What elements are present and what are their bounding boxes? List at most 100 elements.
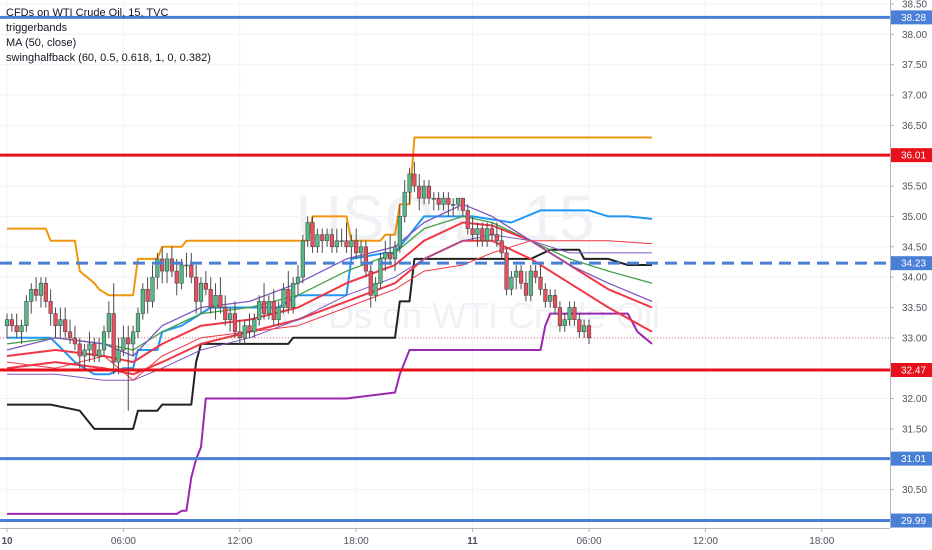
candle-up xyxy=(87,343,92,351)
candle-up xyxy=(305,222,310,242)
candle-down xyxy=(169,258,175,272)
candle-up xyxy=(24,301,29,326)
candle-down xyxy=(465,210,470,229)
candle-down xyxy=(247,325,252,333)
candle-down xyxy=(489,228,495,235)
candle-up xyxy=(567,307,572,320)
price-tick-label: 30.50 xyxy=(902,485,927,496)
level-label: 36.01 xyxy=(901,151,926,162)
candle-up xyxy=(29,288,34,302)
candle-down xyxy=(460,197,466,211)
candle-down xyxy=(72,337,77,345)
level-label-bg xyxy=(891,256,932,271)
candle-up xyxy=(116,349,121,363)
candle-up xyxy=(97,349,102,357)
time-axis[interactable]: 10 06:00 12:00 18:00 11 06:00 12:00 18:00 xyxy=(0,528,932,550)
candle-down xyxy=(174,270,179,284)
candle-up xyxy=(198,282,204,302)
price-tick-label: 37.00 xyxy=(902,91,927,102)
candle-down xyxy=(417,185,422,199)
candle-down xyxy=(518,270,524,284)
price-tick-label: 38.50 xyxy=(902,0,927,11)
candle-down xyxy=(363,246,369,272)
legend-item-swinghalfback[interactable]: swinghalfback (60, 0.5, 0.618, 1, 0, 0.3… xyxy=(6,52,211,64)
candle-up xyxy=(582,325,587,333)
candle-up xyxy=(300,240,305,278)
candle-up xyxy=(548,295,553,302)
candle-up xyxy=(358,246,364,254)
time-tick-label: 10 xyxy=(1,536,13,547)
candle-up xyxy=(475,228,480,235)
candle-up xyxy=(339,240,344,243)
candle-down xyxy=(111,313,116,363)
candle-up xyxy=(19,325,24,333)
candle-up xyxy=(334,240,339,248)
level-label-bg xyxy=(891,513,932,528)
time-tick-label: 06:00 xyxy=(576,536,601,547)
level-label: 38.28 xyxy=(901,13,926,24)
candle-up xyxy=(431,197,436,200)
candle-down xyxy=(145,288,150,302)
series-light_violet xyxy=(7,234,652,381)
price-tick-label: 36.50 xyxy=(902,121,927,132)
price-tick-label: 35.00 xyxy=(902,212,927,223)
legend-title[interactable]: CFDs on WTI Crude Oil, 15, TVC xyxy=(6,7,169,19)
candle-down xyxy=(223,307,228,320)
candle-down xyxy=(9,319,14,326)
candle-down xyxy=(320,234,325,242)
time-tick-label: 12:00 xyxy=(227,536,252,547)
candle-down xyxy=(504,252,509,290)
candle-down xyxy=(446,197,451,205)
legend-item-triggerbands[interactable]: triggerbands xyxy=(6,22,68,34)
price-tick-label: 35.50 xyxy=(902,182,927,193)
candle-up xyxy=(528,270,533,296)
legend-item-ma[interactable]: MA (50, close) xyxy=(6,37,77,49)
candle-up xyxy=(514,270,519,278)
candle-up xyxy=(276,307,281,320)
candle-down xyxy=(586,325,592,339)
level-label-bg xyxy=(891,363,932,378)
level-label-bg xyxy=(891,10,932,25)
time-axis-bg xyxy=(0,528,932,550)
candle-up xyxy=(378,258,383,284)
level-price-labels: 38.28 36.01 34.23 32.47 31.01 29.99 xyxy=(891,10,932,528)
candle-up xyxy=(421,185,427,199)
candle-up xyxy=(164,258,170,272)
candle-down xyxy=(43,282,48,302)
time-tick-label: 11 xyxy=(467,536,478,547)
candle-down xyxy=(77,343,82,357)
candle-up xyxy=(257,301,262,320)
candle-down xyxy=(194,276,199,302)
candle-down xyxy=(92,343,97,357)
candle-up xyxy=(58,319,63,326)
price-tick-label: 33.00 xyxy=(902,333,927,344)
candle-down xyxy=(577,319,582,333)
candle-up xyxy=(213,295,218,308)
candle-up xyxy=(242,325,247,339)
candle-down xyxy=(208,288,213,308)
candle-up xyxy=(485,228,490,242)
candle-up xyxy=(38,282,44,296)
candle-up xyxy=(135,313,141,333)
candle-up xyxy=(373,282,378,296)
time-tick-label: 18:00 xyxy=(344,536,369,547)
time-tick-label: 12:00 xyxy=(693,536,718,547)
candle-down xyxy=(286,288,291,308)
candle-down xyxy=(436,197,441,205)
candle-down xyxy=(329,234,335,248)
price-axis[interactable]: 30.0030.5031.0031.5032.0032.5033.0033.50… xyxy=(890,0,932,550)
level-label: 29.99 xyxy=(901,516,926,527)
candle-down xyxy=(388,252,393,260)
candle-down xyxy=(203,282,208,290)
candle-down xyxy=(426,185,432,199)
candle-down xyxy=(480,228,485,242)
candle-down xyxy=(53,313,58,326)
candle-up xyxy=(383,252,388,260)
candle-up xyxy=(392,246,398,260)
candle-down xyxy=(368,270,373,296)
candle-down xyxy=(271,301,276,320)
candle-up xyxy=(455,197,461,205)
candle-down xyxy=(232,313,238,333)
candle-up xyxy=(140,288,145,314)
